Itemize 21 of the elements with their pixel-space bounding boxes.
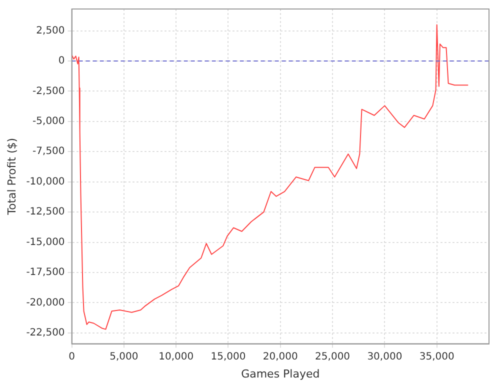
x-tick-label: 0 xyxy=(68,351,75,362)
y-tick-label: -20,000 xyxy=(26,297,65,308)
y-tick-label: -22,500 xyxy=(26,328,65,339)
x-tick-label: 10,000 xyxy=(158,351,194,362)
y-tick-label: -10,000 xyxy=(26,176,65,188)
y-tick-label: -15,000 xyxy=(26,236,65,248)
y-tick-label: 2,500 xyxy=(36,25,65,36)
y-tick-label: -7,500 xyxy=(32,146,65,158)
y-axis-title: Total Profit ($) xyxy=(5,138,18,216)
x-tick-label: 15,000 xyxy=(210,351,246,362)
x-tick-label: 35,000 xyxy=(419,351,454,362)
x-tick-label: 20,000 xyxy=(262,351,298,362)
x-axis-title: Games Played xyxy=(241,367,320,380)
y-tick-label: -2,500 xyxy=(32,86,65,97)
x-tick-label: 30,000 xyxy=(367,351,402,362)
x-tick-label: 25,000 xyxy=(315,351,350,362)
y-tick-label: 0 xyxy=(58,56,65,67)
y-tick-label: -17,500 xyxy=(26,267,65,278)
x-tick-label: 5,000 xyxy=(110,351,138,362)
y-tick-label: -5,000 xyxy=(32,116,65,127)
y-tick-label: -12,500 xyxy=(26,206,65,218)
